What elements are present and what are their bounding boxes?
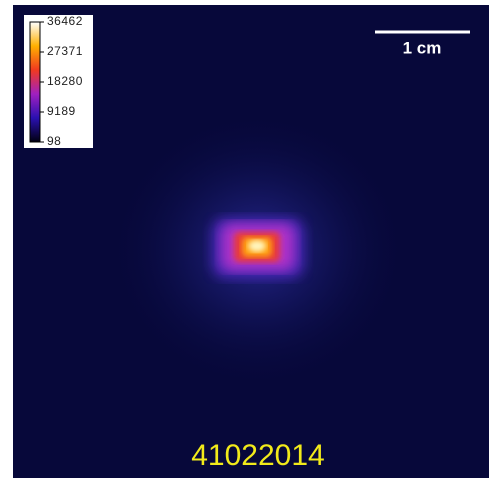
- caption: 41022014: [191, 439, 324, 472]
- scale-bar: 1 cm: [375, 30, 470, 57]
- colorbar-tick-label: 36462: [47, 14, 83, 28]
- emission-spot: [108, 110, 408, 390]
- scale-bar-label: 1 cm: [403, 38, 442, 57]
- colorbar-tick-label: 98: [47, 134, 61, 148]
- colorbar-strip: [29, 21, 41, 143]
- colorbar-tick-label: 9189: [47, 104, 76, 118]
- colorbar-tick-label: 18280: [47, 74, 83, 88]
- colorbar: 36462 27371 18280 9189 98: [24, 14, 93, 148]
- colorbar-tick-label: 27371: [47, 44, 83, 58]
